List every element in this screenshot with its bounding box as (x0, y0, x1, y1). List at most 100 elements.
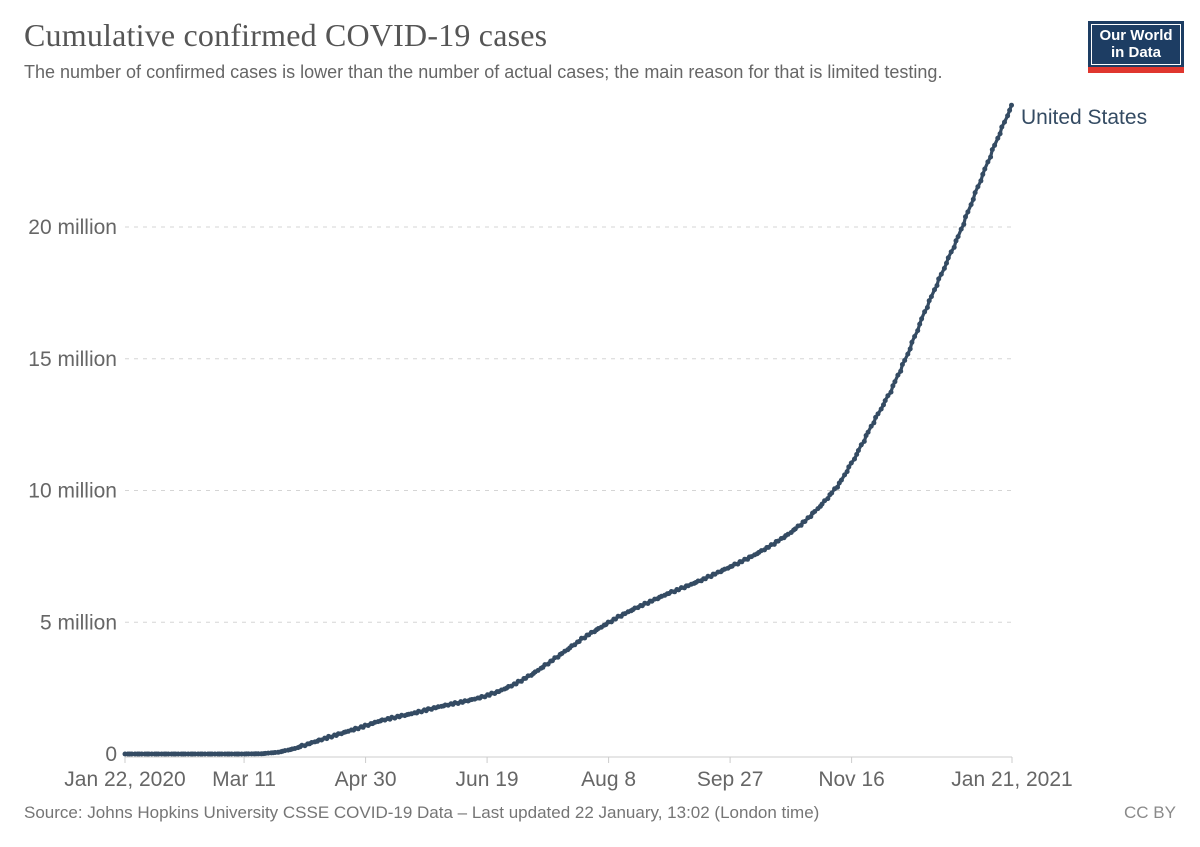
data-point-marker (953, 238, 959, 244)
data-point-marker (997, 131, 1003, 137)
license-link[interactable]: CC BY (1124, 803, 1176, 822)
y-tick-label: 15 million (28, 348, 117, 371)
data-point-marker (861, 438, 867, 444)
data-point-marker (995, 135, 1001, 141)
data-point-marker (963, 214, 968, 220)
data-point-marker (902, 357, 908, 363)
data-point-marker (844, 469, 850, 475)
data-point-marker (907, 346, 913, 352)
x-tick-label: Nov 16 (818, 768, 885, 791)
data-point-marker (878, 406, 884, 412)
chart-subtitle: The number of confirmed cases is lower t… (24, 62, 943, 82)
x-tick-label: Jan 21, 2021 (951, 768, 1072, 791)
data-point-marker (970, 196, 976, 202)
data-point-marker (898, 368, 904, 374)
data-point-marker (988, 154, 994, 160)
data-point-marker (905, 351, 911, 357)
data-point-marker (825, 496, 831, 502)
data-point-marker (892, 379, 898, 385)
data-point-marker (975, 184, 981, 190)
data-point-marker (978, 178, 984, 184)
page-title: Cumulative confirmed COVID-19 cases (24, 17, 548, 53)
x-tick-label: Jun 19 (456, 768, 519, 791)
data-point-marker (858, 442, 864, 448)
data-point-marker (871, 420, 877, 426)
data-point-marker (885, 393, 891, 399)
y-tick-label: 10 million (28, 480, 117, 503)
data-point-marker (875, 411, 881, 417)
owid-logo-text: Our World in Data (1091, 24, 1181, 65)
data-point-marker (965, 209, 971, 215)
data-point-marker (895, 372, 901, 378)
data-point-marker (846, 464, 852, 470)
data-point-marker (881, 402, 886, 408)
data-point-marker (855, 448, 861, 453)
gridlines (125, 226, 1012, 623)
data-point-marker (1009, 102, 1014, 108)
x-tick-label: Jan 22, 2020 (64, 768, 185, 791)
data-point-marker (958, 226, 964, 232)
data-point-marker (812, 509, 818, 514)
data-point-marker (972, 190, 978, 196)
owid-logo-line2: in Data (1110, 44, 1161, 61)
data-point-marker (838, 477, 844, 483)
data-point-marker (948, 249, 954, 255)
data-point-marker (852, 456, 857, 462)
data-point-marker (899, 362, 905, 367)
data-point-marker (873, 414, 879, 420)
data-point-marker (951, 244, 957, 250)
owid-logo[interactable]: Our World in Data (1088, 21, 1184, 73)
owid-logo-red-bar (1088, 67, 1184, 73)
data-point-marker (928, 294, 934, 300)
data-point-marker (890, 383, 896, 389)
series-line (123, 103, 1014, 756)
data-point-marker (934, 283, 940, 288)
y-tick-label: 20 million (28, 216, 117, 239)
y-tick-label: 5 million (40, 611, 117, 634)
data-point-marker (989, 147, 995, 153)
series-label-united-states[interactable]: United States (1021, 106, 1148, 129)
data-point-marker (982, 166, 988, 172)
source-note: Source: Johns Hopkins University CSSE CO… (24, 803, 820, 822)
y-tick-label: 0 (105, 743, 117, 766)
data-point-marker (941, 265, 947, 271)
data-point-marker (999, 124, 1005, 130)
data-point-marker (926, 298, 932, 304)
x-tick-label: Aug 8 (581, 768, 636, 791)
y-axis-labels: 0 5 million 10 million 15 million 20 million (28, 216, 117, 766)
data-point-marker (917, 321, 923, 327)
data-point-marker (924, 305, 930, 310)
data-point-marker (802, 519, 808, 524)
x-tick-label: Mar 11 (212, 768, 276, 791)
data-point-marker (932, 287, 937, 293)
data-point-marker (938, 271, 944, 277)
data-point-marker (936, 276, 942, 282)
owid-logo-line1: Our World (1099, 27, 1173, 44)
data-point-marker (961, 221, 967, 227)
data-point-marker (915, 328, 921, 334)
x-tick-label: Apr 30 (335, 768, 397, 791)
data-point-marker (922, 309, 928, 315)
data-point-marker (980, 171, 986, 177)
data-point-marker (992, 142, 998, 148)
data-point-marker (1007, 107, 1013, 113)
data-point-marker (848, 460, 854, 466)
data-point-marker (912, 334, 918, 339)
data-point-marker (955, 234, 961, 240)
data-point-marker (882, 398, 888, 404)
data-point-marker (835, 484, 840, 490)
series-united-states[interactable] (122, 102, 1015, 757)
data-point-marker (888, 389, 894, 395)
data-point-marker (1005, 113, 1011, 119)
x-tick-label: Sep 27 (697, 768, 764, 791)
data-point-marker (945, 255, 951, 261)
data-point-marker (944, 260, 949, 266)
data-point-marker (819, 501, 825, 507)
data-point-marker (985, 159, 991, 165)
x-axis-labels: Jan 22, 2020 Mar 11 Apr 30 Jun 19 Aug 8 Sep 2… (64, 757, 1073, 791)
data-point-marker (865, 429, 871, 435)
data-point-marker (919, 316, 925, 322)
data-point-marker (868, 423, 874, 429)
